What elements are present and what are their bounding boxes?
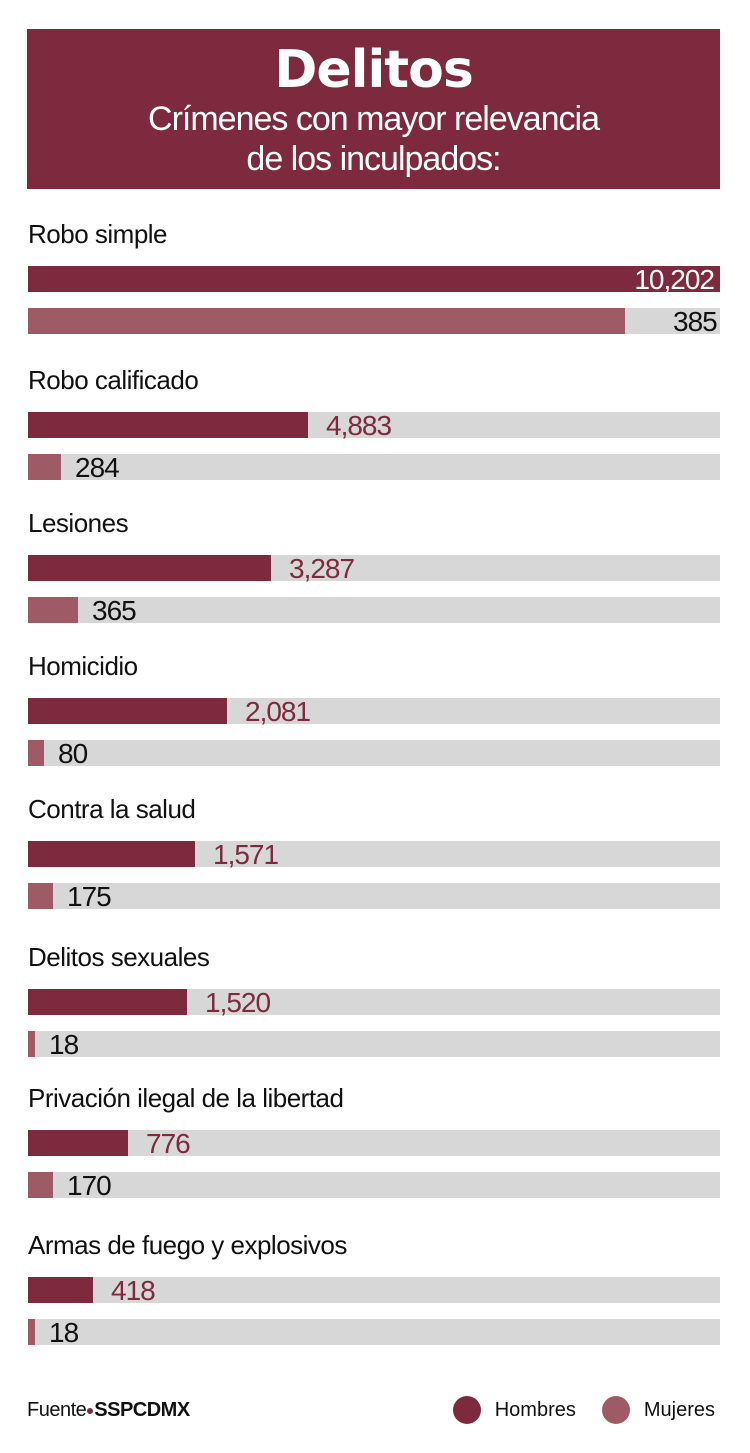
bar-mujeres (28, 454, 61, 480)
bar-track-hombres: 1,571 (28, 839, 720, 870)
category-group: Armas de fuego y explosivos 418 18 (28, 1229, 721, 1348)
bar-track-mujeres: 365 (28, 595, 720, 626)
source-label: Fuente (27, 1399, 87, 1421)
category-label: Armas de fuego y explosivos (28, 1230, 347, 1260)
category-group: Robo calificado 4,883 284 (28, 364, 721, 483)
bar-track-mujeres: 18 (28, 1317, 720, 1348)
legend-item-mujeres: Mujeres (601, 1395, 715, 1425)
bar-track-hombres: 418 (28, 1275, 720, 1306)
category-label: Contra la salud (28, 794, 196, 824)
chart-footer: Fuente SSPCDMX Hombres Mujeres (27, 1395, 720, 1425)
value-hombres: 10,202 (634, 264, 715, 295)
chart-subtitle-line1: Crímenes con mayor relevancia (148, 100, 600, 138)
bar-track-hombres: 1,520 (28, 987, 720, 1018)
value-hombres: 4,883 (326, 410, 392, 441)
legend-item-hombres: Hombres (452, 1395, 576, 1425)
bar-mujeres (28, 308, 625, 334)
source-credit: Fuente SSPCDMX (27, 1395, 190, 1425)
legend-label: Hombres (494, 1399, 576, 1421)
source-name: SSPCDMX (94, 1399, 190, 1421)
bar-mujeres (28, 1319, 35, 1345)
category-group: Contra la salud 1,571 175 (28, 793, 721, 912)
bar-track-mujeres: 385 (28, 306, 720, 337)
chart-subtitle-line2: de los inculpados: (246, 140, 501, 178)
bar-hombres (28, 266, 720, 292)
category-label: Lesiones (28, 508, 129, 538)
bar-track-hombres: 2,081 (28, 696, 720, 727)
bar-hombres (28, 1277, 93, 1303)
value-hombres: 1,520 (205, 987, 271, 1018)
bar-mujeres (28, 597, 78, 623)
category-label: Homicidio (28, 651, 138, 681)
chart-header: Delitos Crímenes con mayor relevancia de… (27, 29, 720, 189)
category-group: Delitos sexuales 1,520 18 (28, 941, 721, 1060)
bar-hombres (28, 555, 271, 581)
category-label: Robo calificado (28, 365, 199, 395)
circle-swatch-icon (601, 1396, 630, 1424)
bar-hombres (28, 412, 308, 438)
bar-hombres (28, 698, 227, 724)
bar-hombres (28, 1130, 128, 1156)
category-group: Homicidio 2,081 80 (28, 650, 721, 769)
bar-track-hombres: 776 (28, 1128, 720, 1159)
value-hombres: 3,287 (289, 553, 355, 584)
value-hombres: 418 (111, 1275, 156, 1306)
legend: Hombres Mujeres (427, 1395, 715, 1425)
bar-track-hombres: 3,287 (28, 553, 720, 584)
bar-track-mujeres: 175 (28, 881, 720, 912)
bar-mujeres (28, 1031, 35, 1057)
category-label: Robo simple (28, 219, 168, 249)
value-mujeres: 80 (58, 738, 88, 769)
value-mujeres: 18 (49, 1029, 79, 1060)
bar-mujeres (28, 883, 53, 909)
value-mujeres: 385 (673, 306, 718, 337)
category-group: Robo simple 10,202 385 (28, 218, 721, 337)
value-mujeres: 18 (49, 1317, 79, 1348)
chart-title: Delitos (274, 40, 474, 100)
category-group: Lesiones 3,287 365 (28, 507, 721, 626)
value-hombres: 776 (146, 1128, 191, 1159)
bar-track-mujeres: 170 (28, 1170, 720, 1201)
bar-mujeres (28, 1172, 53, 1198)
circle-swatch-icon (452, 1396, 481, 1424)
category-label: Privación ilegal de la libertad (28, 1083, 344, 1113)
bar-track-mujeres: 284 (28, 452, 720, 483)
value-mujeres: 175 (67, 881, 112, 912)
value-hombres: 1,571 (213, 839, 279, 870)
category-label: Delitos sexuales (28, 942, 210, 972)
value-mujeres: 170 (67, 1170, 112, 1201)
value-mujeres: 284 (75, 452, 120, 483)
bar-track-mujeres: 80 (28, 738, 720, 769)
value-mujeres: 365 (92, 595, 137, 626)
bar-track-hombres: 10,202 (28, 264, 720, 295)
bar-track-hombres: 4,883 (28, 410, 720, 441)
bar-mujeres (28, 740, 44, 766)
value-hombres: 2,081 (245, 696, 311, 727)
bar-hombres (28, 841, 195, 867)
bar-track-mujeres: 18 (28, 1029, 720, 1060)
bullet-icon (87, 1407, 94, 1414)
category-group: Privación ilegal de la libertad 776 170 (28, 1082, 721, 1201)
legend-label: Mujeres (643, 1399, 715, 1421)
bar-hombres (28, 989, 187, 1015)
